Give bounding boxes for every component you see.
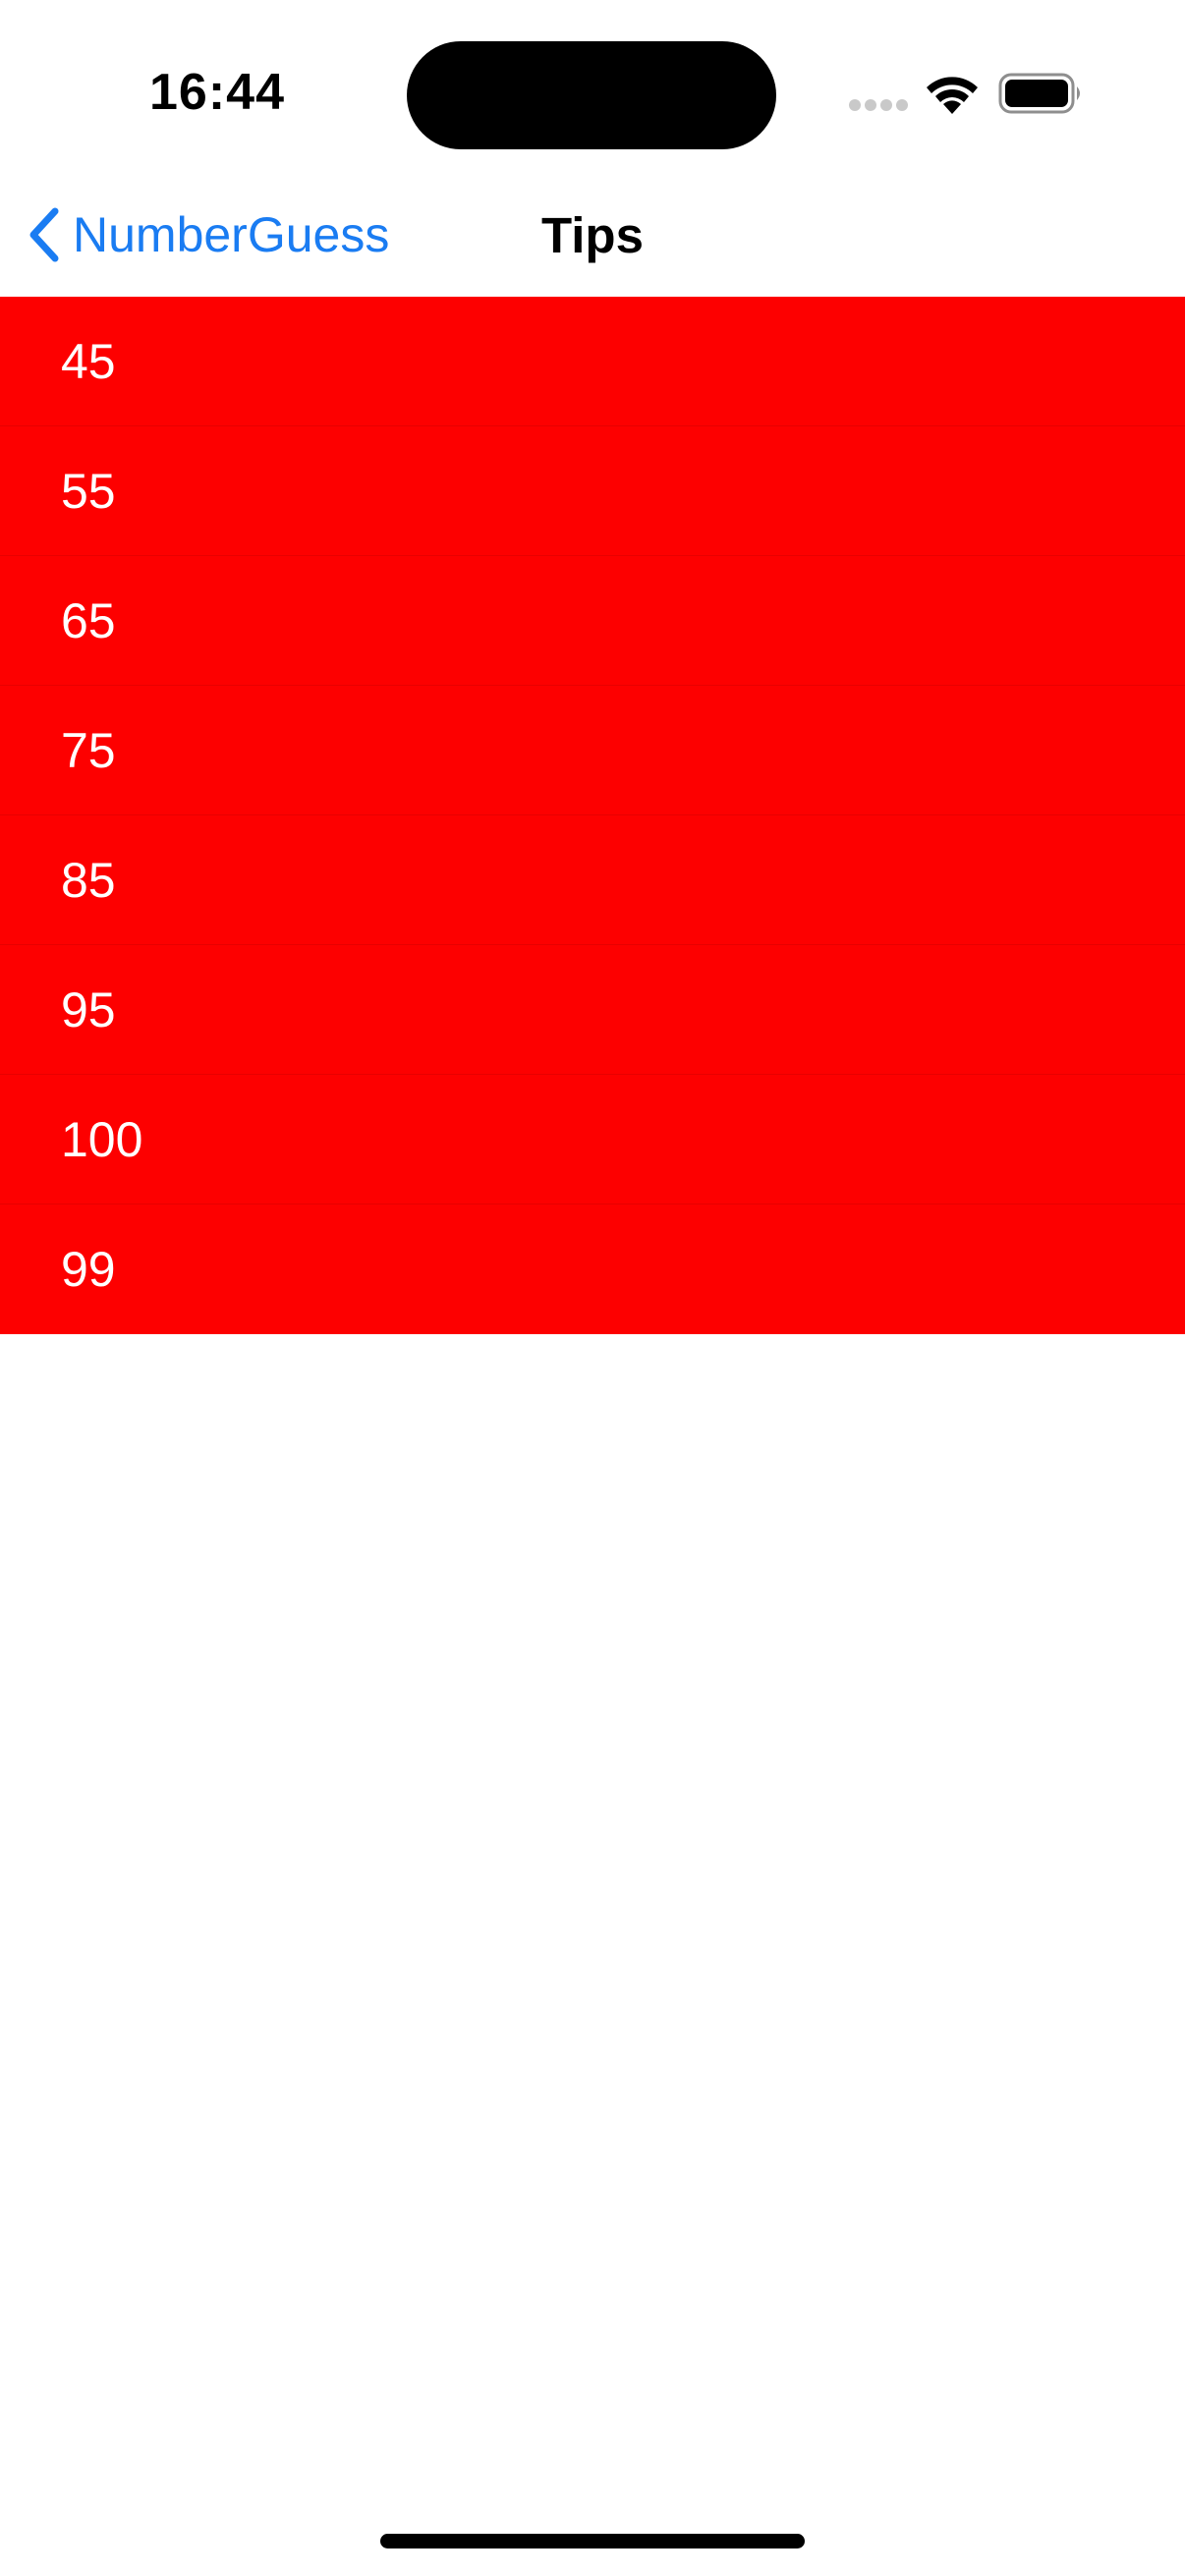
tip-value: 45 xyxy=(61,334,116,389)
list-item[interactable]: 45 xyxy=(0,297,1185,426)
home-indicator[interactable] xyxy=(380,2534,805,2548)
back-button[interactable]: NumberGuess xyxy=(24,200,389,269)
dynamic-island xyxy=(407,41,776,149)
tip-value: 95 xyxy=(61,982,116,1037)
list-item[interactable]: 65 xyxy=(0,556,1185,686)
chevron-left-icon xyxy=(29,207,59,262)
list-item[interactable]: 85 xyxy=(0,815,1185,945)
battery-icon xyxy=(998,73,1080,114)
list-item[interactable]: 99 xyxy=(0,1204,1185,1334)
tip-value: 55 xyxy=(61,464,116,519)
status-time: 16:44 xyxy=(149,64,285,121)
back-button-label: NumberGuess xyxy=(73,207,390,262)
tip-value: 99 xyxy=(61,1242,116,1297)
list-item[interactable]: 100 xyxy=(0,1075,1185,1204)
signal-icon xyxy=(849,98,912,116)
tip-value: 100 xyxy=(61,1112,143,1167)
navigation-bar: NumberGuess Tips xyxy=(0,177,1185,297)
tip-value: 85 xyxy=(61,853,116,908)
status-bar: 16:44 xyxy=(0,0,1185,177)
tip-value: 65 xyxy=(61,593,116,648)
page-title: Tips xyxy=(541,207,644,263)
list-item[interactable]: 55 xyxy=(0,426,1185,556)
list-item[interactable]: 95 xyxy=(0,945,1185,1075)
wifi-icon xyxy=(927,77,978,114)
list-item[interactable]: 75 xyxy=(0,686,1185,815)
tips-list: 45 55 65 75 85 95 100 99 xyxy=(0,297,1185,1334)
tip-value: 75 xyxy=(61,723,116,778)
